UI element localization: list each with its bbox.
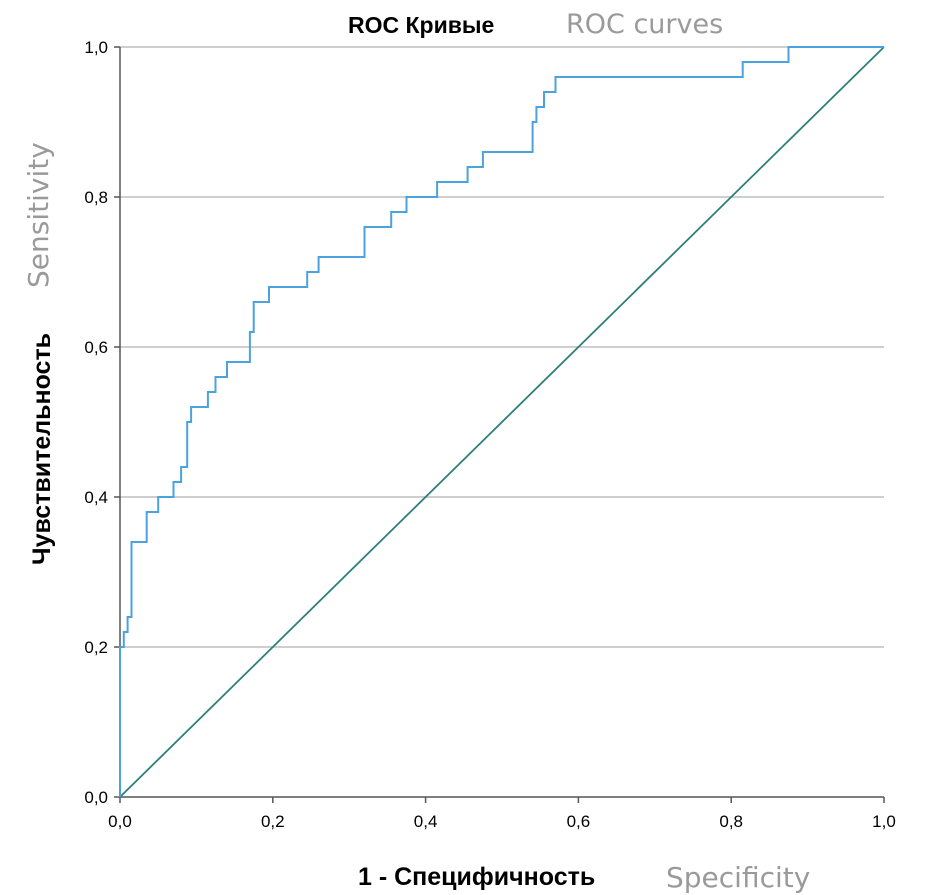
y-axis-label: Чувствительность — [28, 333, 56, 565]
x-tick-label: 0,0 — [108, 812, 132, 831]
series — [119, 46, 885, 798]
x-tick-label: 1,0 — [872, 812, 896, 831]
y-tick-label: 0,2 — [84, 638, 108, 657]
x-axis-label: 1 - Специфичность — [358, 863, 595, 891]
y-tick-label: 1,0 — [84, 38, 108, 57]
chart-title: ROC Кривые — [348, 12, 494, 38]
tick-labels: 0,0 0,2 0,4 0,6 0,8 1,0 0,0 0,2 0,4 0,6 0,8 1,0 — [84, 38, 895, 831]
grid-lines — [120, 46, 884, 648]
y-tick-label: 0,8 — [84, 188, 108, 207]
y-tick-label: 0,0 — [84, 788, 108, 807]
y-tick-label: 0,4 — [84, 488, 108, 507]
roc-curve — [119, 46, 884, 797]
x-tick-label: 0,2 — [261, 812, 285, 831]
x-axis-label-translation: Specificity — [666, 861, 810, 894]
x-tick-label: 0,4 — [414, 812, 438, 831]
reference-line — [119, 46, 885, 798]
x-tick-label: 0,6 — [567, 812, 591, 831]
x-tick-label: 0,8 — [719, 812, 743, 831]
y-axis-label-translation: Sensitivity — [22, 142, 55, 288]
chart-title-translation: ROC curves — [566, 9, 723, 40]
y-tick-label: 0,6 — [84, 338, 108, 357]
